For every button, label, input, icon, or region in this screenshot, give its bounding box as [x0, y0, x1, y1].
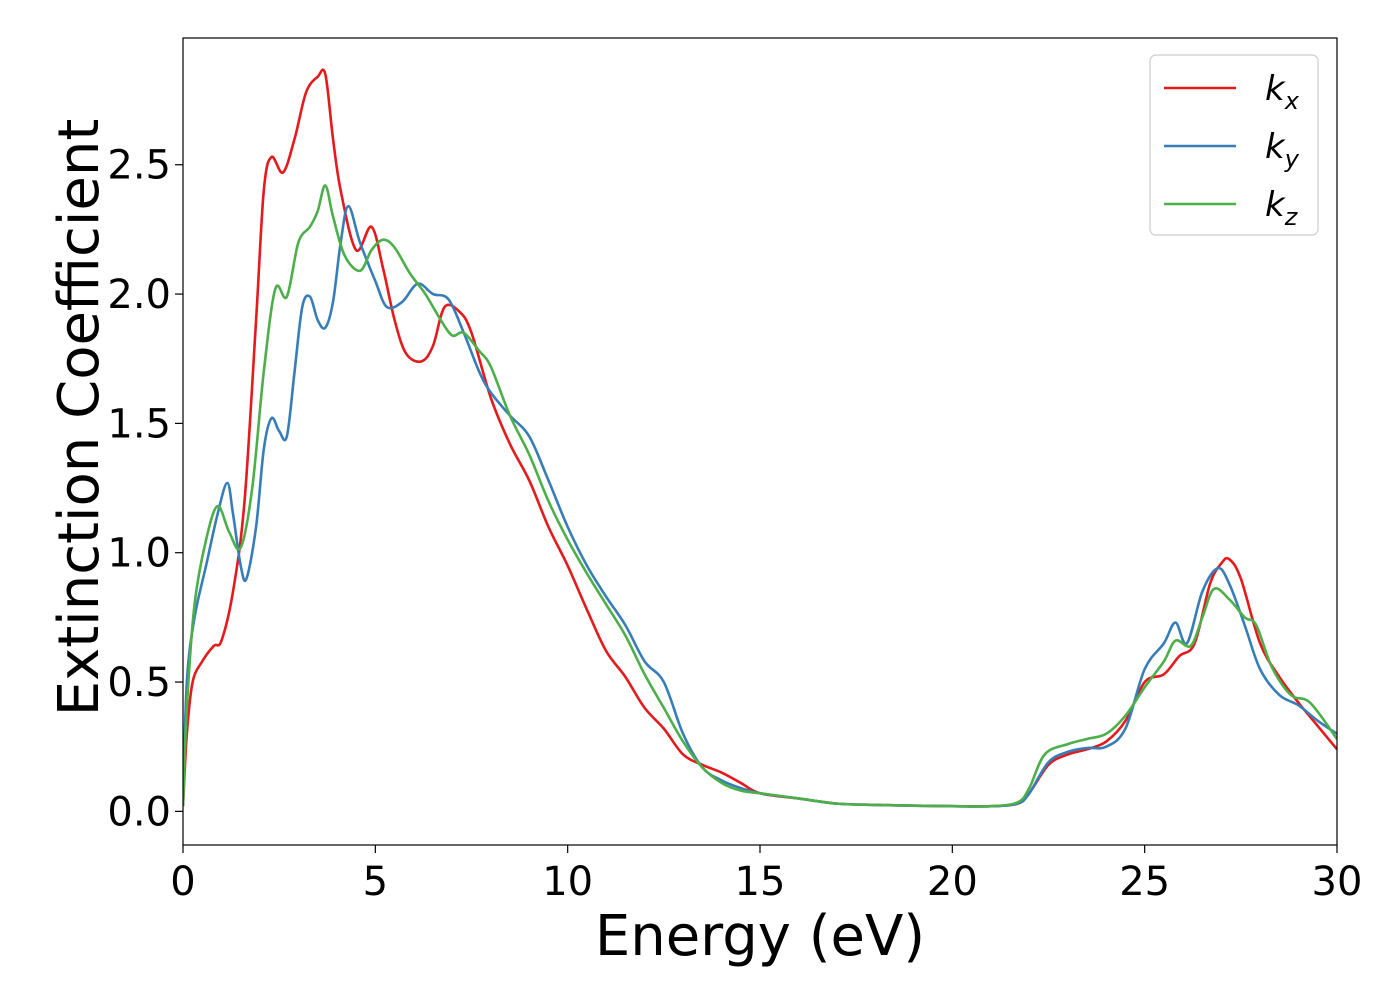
y-tick-label: 0.5 — [107, 660, 171, 706]
legend-label-main: k — [1265, 69, 1286, 109]
y-tick-label: 1.5 — [107, 401, 171, 447]
y-tick-label: 1.0 — [107, 531, 171, 577]
x-tick-label: 15 — [735, 859, 786, 905]
y-axis-ticks: 0.0 0.5 1.0 1.5 2.0 2.5 — [107, 143, 183, 835]
legend-label-main: k — [1265, 127, 1286, 167]
x-axis-label: Energy (eV) — [595, 904, 925, 969]
y-tick-label: 2.0 — [107, 272, 171, 318]
legend-label-subscript: z — [1284, 203, 1299, 231]
series-line-x — [183, 68, 1337, 808]
y-tick-label: 2.5 — [107, 143, 171, 189]
legend-label-x: kx — [1265, 69, 1300, 115]
series-line-y — [183, 204, 1337, 808]
series-line-z — [183, 184, 1337, 808]
legend-label-main: k — [1265, 185, 1286, 225]
y-axis-label: Extinction Coefficient — [47, 119, 112, 717]
y-tick-label: 0.0 — [107, 789, 171, 835]
x-tick-label: 0 — [170, 859, 195, 905]
legend-label-z: kz — [1265, 185, 1299, 231]
x-tick-label: 10 — [542, 859, 593, 905]
legend-label-subscript: x — [1284, 87, 1300, 115]
x-tick-label: 30 — [1312, 859, 1363, 905]
legend-label-subscript: y — [1284, 145, 1300, 173]
x-axis-ticks: 0 5 10 15 20 25 30 — [170, 845, 1362, 905]
legend-label-y: ky — [1265, 127, 1300, 173]
x-tick-label: 20 — [927, 859, 978, 905]
x-tick-label: 25 — [1119, 859, 1170, 905]
x-tick-label: 5 — [363, 859, 388, 905]
plot-lines — [183, 68, 1337, 808]
